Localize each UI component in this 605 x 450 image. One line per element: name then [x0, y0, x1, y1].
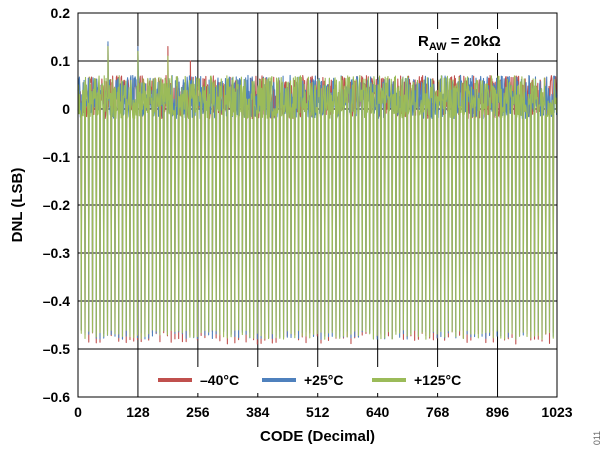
annotation-main: R	[418, 33, 429, 50]
legend-label: +25°C	[304, 372, 343, 388]
x-tick-label: 384	[246, 404, 270, 420]
y-tick-label: 0.1	[51, 53, 71, 69]
x-tick-label: 1023	[541, 404, 572, 420]
x-tick-label: 896	[486, 404, 510, 420]
series-line	[77, 46, 558, 340]
x-axis-label: CODE (Decimal)	[260, 428, 375, 445]
legend-background	[150, 367, 482, 393]
x-tick-label: 0	[74, 404, 82, 420]
legend-label: –40°C	[200, 372, 239, 388]
plot-frame	[77, 12, 558, 398]
y-axis-label: DNL (LSB)	[9, 168, 26, 243]
y-tick-label: –0.5	[43, 341, 70, 357]
y-tick-label: –0.1	[43, 149, 70, 165]
legend-label: +125°C	[414, 372, 461, 388]
x-tick-label: 128	[126, 404, 150, 420]
x-tick-label: 640	[366, 404, 390, 420]
y-tick-label: –0.2	[43, 197, 70, 213]
series-layer	[77, 41, 558, 345]
y-tick-label: –0.3	[43, 245, 70, 261]
raw-annotation: RAW = 20kΩ	[418, 33, 501, 53]
y-tick-label: –0.6	[43, 389, 70, 405]
x-tick-label: 256	[186, 404, 210, 420]
annotation-rest: = 20kΩ	[447, 33, 501, 50]
annotation-sub: AW	[429, 41, 447, 53]
tick-labels: –0.6 –0.5 –0.4 –0.3 –0.2 –0.1 0 0.1 0.2 0 128 256 38…	[43, 5, 573, 420]
y-tick-label: 0.2	[51, 5, 71, 21]
x-tick-label: 512	[306, 404, 330, 420]
x-tick-label: 768	[426, 404, 450, 420]
figure-id: 011	[592, 431, 602, 445]
annotation-background	[408, 29, 553, 53]
legend: –40°C +25°C +125°C	[150, 367, 482, 393]
y-tick-label: –0.4	[43, 293, 70, 309]
y-tick-label: 0	[62, 101, 70, 117]
